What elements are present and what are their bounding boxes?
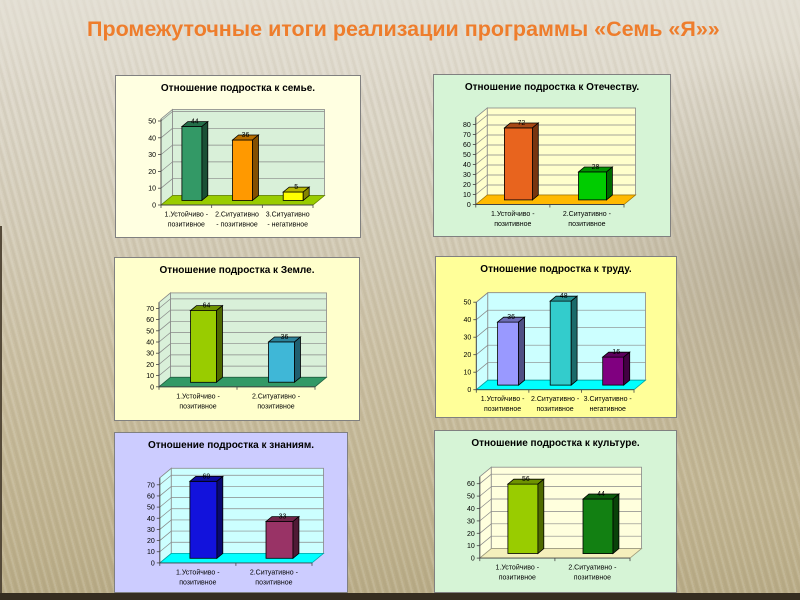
svg-text:50: 50 xyxy=(147,505,155,512)
svg-text:20: 20 xyxy=(146,362,154,369)
svg-text:40: 40 xyxy=(148,135,156,142)
svg-text:72: 72 xyxy=(518,120,526,127)
svg-text:64: 64 xyxy=(203,303,211,310)
svg-text:30: 30 xyxy=(146,351,154,358)
svg-text:0: 0 xyxy=(152,203,156,210)
svg-text:36: 36 xyxy=(281,334,289,341)
svg-text:30: 30 xyxy=(467,518,475,525)
svg-text:70: 70 xyxy=(146,306,154,313)
svg-text:33: 33 xyxy=(279,514,287,521)
svg-text:36: 36 xyxy=(242,132,250,139)
svg-text:0: 0 xyxy=(150,384,154,391)
svg-text:50: 50 xyxy=(146,328,154,335)
svg-text:10: 10 xyxy=(464,370,472,377)
svg-text:позитивное: позитивное xyxy=(484,406,521,413)
svg-text:1.Устойчиво -: 1.Устойчиво - xyxy=(164,211,208,219)
svg-text:10: 10 xyxy=(146,373,154,380)
svg-text:1.Устойчиво -: 1.Устойчиво - xyxy=(176,568,220,576)
svg-text:3.Ситуативно: 3.Ситуативно xyxy=(266,212,310,219)
svg-text:48: 48 xyxy=(560,293,568,300)
svg-text:1.Устойчиво -: 1.Устойчиво - xyxy=(491,210,535,218)
svg-text:40: 40 xyxy=(463,162,471,169)
svg-text:20: 20 xyxy=(467,531,475,538)
svg-text:5: 5 xyxy=(294,184,298,191)
svg-text:позитивное: позитивное xyxy=(536,406,573,413)
svg-text:44: 44 xyxy=(191,119,199,126)
svg-text:2.Ситуативно -: 2.Ситуативно - xyxy=(563,211,612,218)
svg-text:негативное: негативное xyxy=(590,406,626,413)
svg-text:1.Устойчиво -: 1.Устойчиво - xyxy=(481,395,525,403)
svg-text:10: 10 xyxy=(147,549,155,556)
svg-text:50: 50 xyxy=(467,494,475,501)
svg-text:позитивное: позитивное xyxy=(494,221,531,228)
svg-text:50: 50 xyxy=(463,152,471,159)
svg-text:позитивное: позитивное xyxy=(168,222,205,229)
svg-text:0: 0 xyxy=(151,560,155,567)
svg-text:позитивное: позитивное xyxy=(257,403,294,410)
svg-text:20: 20 xyxy=(463,182,471,189)
svg-text:позитивное: позитивное xyxy=(499,575,536,582)
svg-text:2.Ситуативно -: 2.Ситуативно - xyxy=(252,393,301,400)
svg-text:44: 44 xyxy=(597,491,605,498)
svg-text:позитивное: позитивное xyxy=(574,575,611,582)
svg-text:2.Ситуативно -: 2.Ситуативно - xyxy=(250,569,299,576)
svg-text:40: 40 xyxy=(464,317,472,324)
svg-text:10: 10 xyxy=(463,192,471,199)
svg-text:- негативное: - негативное xyxy=(267,222,308,229)
svg-text:60: 60 xyxy=(463,142,471,149)
svg-text:28: 28 xyxy=(592,164,600,171)
svg-text:40: 40 xyxy=(467,506,475,513)
svg-text:позитивное: позитивное xyxy=(179,403,216,410)
svg-text:30: 30 xyxy=(464,335,472,342)
svg-text:56: 56 xyxy=(522,476,530,483)
svg-text:0: 0 xyxy=(467,387,471,394)
svg-text:60: 60 xyxy=(467,481,475,488)
svg-text:- позитивное: - позитивное xyxy=(216,222,258,229)
svg-text:69: 69 xyxy=(203,473,211,480)
svg-text:60: 60 xyxy=(146,317,154,324)
svg-text:10: 10 xyxy=(148,186,156,193)
svg-text:0: 0 xyxy=(467,202,471,209)
svg-text:30: 30 xyxy=(147,527,155,534)
svg-text:1.Устойчиво -: 1.Устойчиво - xyxy=(495,564,539,572)
svg-text:70: 70 xyxy=(147,482,155,489)
svg-text:70: 70 xyxy=(463,132,471,139)
svg-text:20: 20 xyxy=(464,352,472,359)
svg-text:3.Ситуативно -: 3.Ситуативно - xyxy=(584,396,633,403)
svg-text:1.Устойчиво -: 1.Устойчиво - xyxy=(176,392,220,400)
svg-text:позитивное: позитивное xyxy=(255,579,292,586)
svg-text:40: 40 xyxy=(146,340,154,347)
svg-text:36: 36 xyxy=(507,314,515,321)
svg-text:80: 80 xyxy=(463,122,471,129)
svg-text:50: 50 xyxy=(148,119,156,126)
svg-text:40: 40 xyxy=(147,516,155,523)
svg-text:2.Ситуативно: 2.Ситуативно xyxy=(215,212,259,219)
svg-text:30: 30 xyxy=(463,172,471,179)
svg-text:20: 20 xyxy=(147,538,155,545)
svg-text:10: 10 xyxy=(467,543,475,550)
svg-text:20: 20 xyxy=(148,169,156,176)
svg-text:50: 50 xyxy=(464,300,472,307)
svg-text:позитивное: позитивное xyxy=(179,579,216,586)
svg-text:позитивное: позитивное xyxy=(568,221,605,228)
svg-text:2.Ситуативно -: 2.Ситуативно - xyxy=(531,396,580,403)
svg-text:0: 0 xyxy=(471,556,475,563)
svg-text:60: 60 xyxy=(147,493,155,500)
svg-text:30: 30 xyxy=(148,152,156,159)
svg-text:16: 16 xyxy=(612,349,620,356)
svg-text:2.Ситуативно -: 2.Ситуативно - xyxy=(568,565,617,572)
